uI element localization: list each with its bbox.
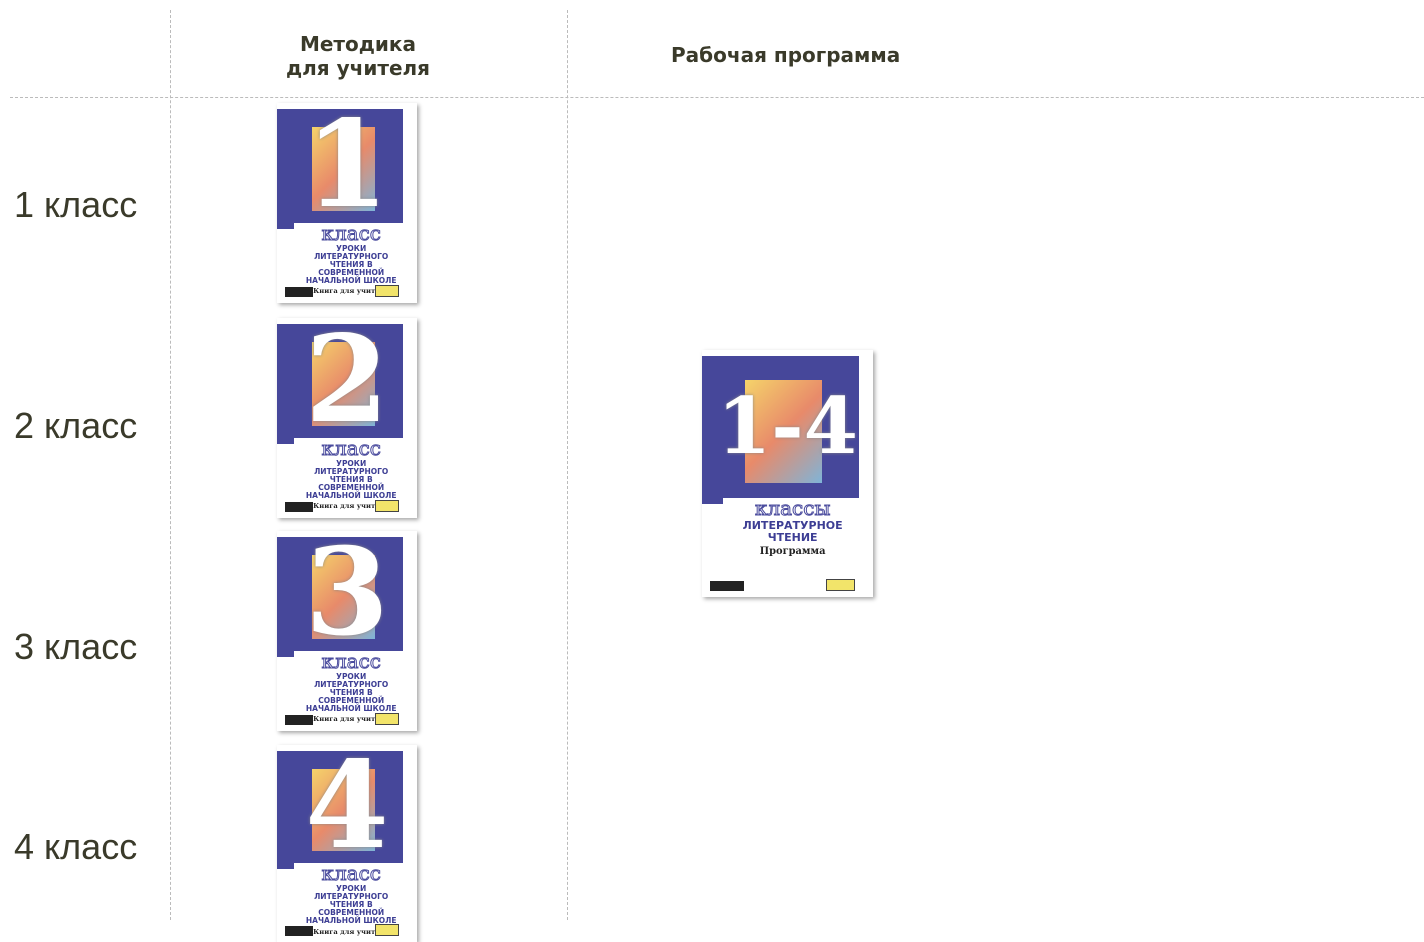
book-cover: 3 класс УРОКИ ЛИТЕРАТУРНОГО ЧТЕНИЯ В СОВРЕ… [277, 531, 417, 731]
cover-subtitle: Книга для учителя [313, 502, 390, 511]
cover-marker [285, 287, 313, 297]
cover-subtitle: Книга для учителя [313, 927, 390, 936]
cover-title: ЛИТЕРАТУРНОЕ ЧТЕНИЕ [742, 519, 843, 544]
cover-grade-word: класс [321, 649, 382, 673]
cover-title: УРОКИ ЛИТЕРАТУРНОГО ЧТЕНИЯ В СОВРЕМЕННОЙ… [305, 244, 397, 285]
cover-picture [312, 555, 375, 639]
cover-number: 1-4 [717, 381, 858, 472]
cover-marker [285, 715, 313, 725]
cover-marker [374, 500, 399, 512]
cover-subtitle: Книга для учителя [313, 715, 390, 724]
row-label: 4 класс [14, 826, 138, 867]
column-header: Методика для учителя [285, 32, 431, 80]
cover-grade-word: класс [321, 861, 382, 886]
cover-panel: класс УРОКИ ЛИТЕРАТУРНОГО ЧТЕНИЯ В СОВРЕМ… [293, 649, 409, 723]
cover-number: 4 [305, 745, 389, 876]
cover-picture [744, 379, 822, 484]
cover-panel: класс УРОКИ ЛИТЕРАТУРНОГО ЧТЕНИЯ В СОВРЕМ… [293, 861, 409, 936]
cover-picture [312, 342, 375, 426]
cover-picture [312, 768, 375, 852]
book-cover: 1-4 классы ЛИТЕРАТУРНОЕ ЧТЕНИЕ Программа [702, 350, 873, 597]
row-label: 1 класс [14, 184, 138, 225]
cover-marker [710, 581, 745, 591]
cover-marker [825, 579, 855, 591]
cover-number: 3 [305, 531, 389, 663]
cover-panel: класс УРОКИ ЛИТЕРАТУРНОГО ЧТЕНИЯ В СОВРЕМ… [293, 221, 409, 295]
column-divider [170, 10, 171, 920]
cover-grade-word: класс [321, 436, 382, 460]
cover-panel: класс УРОКИ ЛИТЕРАТУРНОГО ЧТЕНИЯ В СОВРЕМ… [293, 436, 409, 510]
cover-subtitle: Программа [759, 546, 826, 558]
cover-grade-word: классы [754, 496, 831, 521]
column-divider [567, 10, 568, 920]
cover-title: УРОКИ ЛИТЕРАТУРНОГО ЧТЕНИЯ В СОВРЕМЕННОЙ… [305, 884, 397, 925]
header-divider [10, 97, 1424, 98]
cover-number: 2 [305, 318, 389, 450]
cover-panel: классы ЛИТЕРАТУРНОЕ ЧТЕНИЕ Программа [722, 496, 863, 579]
book-cover: 4 класс УРОКИ ЛИТЕРАТУРНОГО ЧТЕНИЯ В СОВРЕ… [277, 745, 417, 942]
column-header: Рабочая программа [671, 43, 901, 67]
cover-marker [374, 713, 399, 725]
cover-picture [312, 127, 375, 211]
cover-marker [374, 285, 399, 297]
cover-subtitle: Книга для учителя [313, 287, 390, 296]
cover-marker [374, 924, 399, 936]
cover-title: УРОКИ ЛИТЕРАТУРНОГО ЧТЕНИЯ В СОВРЕМЕННОЙ… [305, 459, 397, 500]
cover-number: 1 [305, 103, 389, 235]
cover-marker [285, 502, 313, 512]
book-cover: 2 класс УРОКИ ЛИТЕРАТУРНОГО ЧТЕНИЯ В СОВРЕ… [277, 318, 417, 518]
row-label: 3 класс [14, 626, 138, 667]
row-label: 2 класс [14, 405, 138, 446]
book-cover: 1 класс УРОКИ ЛИТЕРАТУРНОГО ЧТЕНИЯ В СОВРЕ… [277, 103, 417, 303]
cover-marker [285, 926, 313, 936]
cover-grade-word: класс [321, 221, 382, 245]
cover-title: УРОКИ ЛИТЕРАТУРНОГО ЧТЕНИЯ В СОВРЕМЕННОЙ… [305, 672, 397, 713]
